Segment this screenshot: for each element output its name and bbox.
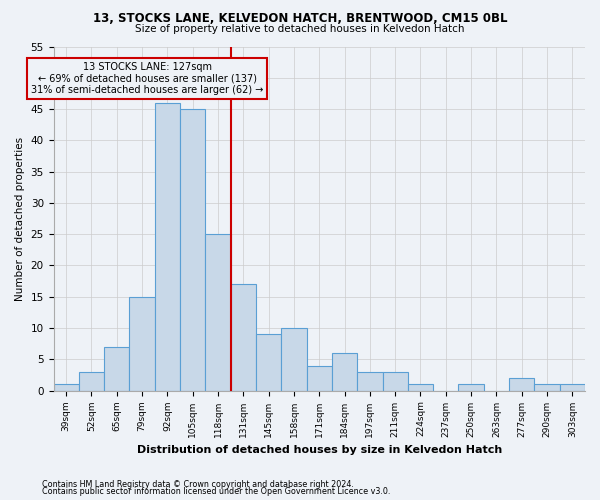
- Bar: [458, 384, 484, 390]
- Bar: [281, 328, 307, 390]
- Bar: [357, 372, 383, 390]
- Text: Contains public sector information licensed under the Open Government Licence v3: Contains public sector information licen…: [42, 488, 391, 496]
- Bar: [560, 384, 585, 390]
- Text: Contains HM Land Registry data © Crown copyright and database right 2024.: Contains HM Land Registry data © Crown c…: [42, 480, 354, 489]
- Bar: [53, 384, 79, 390]
- Bar: [535, 384, 560, 390]
- Text: 13, STOCKS LANE, KELVEDON HATCH, BRENTWOOD, CM15 0BL: 13, STOCKS LANE, KELVEDON HATCH, BRENTWO…: [93, 12, 507, 26]
- Y-axis label: Number of detached properties: Number of detached properties: [15, 136, 25, 300]
- Bar: [230, 284, 256, 391]
- Bar: [180, 109, 205, 390]
- Bar: [205, 234, 230, 390]
- Bar: [408, 384, 433, 390]
- Bar: [104, 347, 130, 391]
- Text: Size of property relative to detached houses in Kelvedon Hatch: Size of property relative to detached ho…: [135, 24, 465, 34]
- Bar: [256, 334, 281, 390]
- Text: 13 STOCKS LANE: 127sqm
← 69% of detached houses are smaller (137)
31% of semi-de: 13 STOCKS LANE: 127sqm ← 69% of detached…: [31, 62, 263, 96]
- X-axis label: Distribution of detached houses by size in Kelvedon Hatch: Distribution of detached houses by size …: [137, 445, 502, 455]
- Bar: [307, 366, 332, 390]
- Bar: [155, 103, 180, 391]
- Bar: [130, 296, 155, 390]
- Bar: [79, 372, 104, 390]
- Bar: [332, 353, 357, 391]
- Bar: [383, 372, 408, 390]
- Bar: [509, 378, 535, 390]
